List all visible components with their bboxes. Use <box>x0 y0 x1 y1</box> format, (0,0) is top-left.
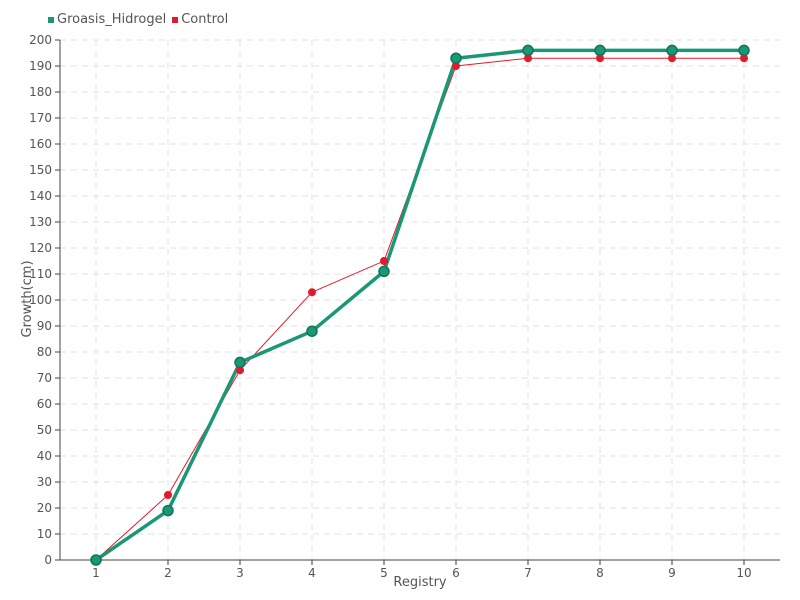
y-tick-label: 100 <box>29 293 52 307</box>
y-tick-label: 60 <box>37 397 52 411</box>
y-tick-label: 50 <box>37 423 52 437</box>
x-tick-label: 9 <box>668 566 676 580</box>
legend-label-groasis-hidrogel: Groasis_Hidrogel <box>57 12 167 27</box>
data-point-control <box>524 54 532 63</box>
y-axis-label: Growth(cm) <box>20 260 35 337</box>
legend-swatch-control <box>172 16 179 23</box>
y-tick-label: 150 <box>29 163 52 177</box>
y-tick-label: 190 <box>29 59 52 73</box>
data-point-control <box>164 491 172 499</box>
x-tick-label: 8 <box>596 566 604 580</box>
y-tick-label: 0 <box>44 553 52 567</box>
y-tick-label: 110 <box>29 267 52 281</box>
data-point-control <box>452 62 460 70</box>
x-tick-label: 2 <box>164 566 172 580</box>
y-tick-label: 130 <box>29 215 52 229</box>
legend-item-control[interactable]: Control <box>172 12 228 27</box>
data-point-control <box>236 366 244 375</box>
legend-label-control: Control <box>181 12 229 27</box>
series-line-groasis-hidrogel <box>95 48 744 562</box>
x-tick-label: 10 <box>736 566 751 580</box>
data-point-control <box>308 288 316 297</box>
data-point-groasis-hidrogel <box>90 554 102 566</box>
legend: Groasis_Hidrogel Control <box>48 12 234 27</box>
x-tick-label: 3 <box>236 566 244 580</box>
x-tick-label: 6 <box>452 566 460 580</box>
y-tick-label: 80 <box>37 345 52 359</box>
data-point-groasis-hidrogel <box>306 325 318 337</box>
axes-layer: 0102030405060708090100110120130140150160… <box>29 33 780 580</box>
data-point-control <box>596 54 604 63</box>
legend-item-groasis-hidrogel[interactable]: Groasis_Hidrogel <box>48 12 166 27</box>
y-tick-label: 180 <box>29 85 52 99</box>
data-point-groasis-hidrogel <box>666 44 678 57</box>
y-tick-label: 120 <box>29 241 52 255</box>
data-point-groasis-hidrogel <box>738 44 750 57</box>
series-layer <box>90 44 750 566</box>
x-tick-label: 5 <box>380 566 388 580</box>
y-tick-label: 20 <box>37 501 52 515</box>
y-tick-label: 200 <box>29 33 52 47</box>
x-tick-label: 1 <box>92 566 100 580</box>
x-tick-label: 7 <box>524 566 532 580</box>
y-tick-label: 170 <box>29 111 52 125</box>
y-tick-label: 140 <box>29 189 52 203</box>
data-point-groasis-hidrogel <box>450 52 462 64</box>
data-point-groasis-hidrogel <box>378 265 390 278</box>
data-point-control <box>380 257 388 265</box>
series-line-control <box>95 57 744 561</box>
grid-layer <box>60 39 780 560</box>
x-axis-label: Registry <box>393 575 447 590</box>
data-point-groasis-hidrogel <box>162 504 174 517</box>
data-point-control <box>740 54 748 63</box>
y-tick-label: 70 <box>37 371 52 385</box>
y-tick-label: 40 <box>37 449 52 463</box>
data-point-groasis-hidrogel <box>522 44 534 57</box>
x-tick-label: 4 <box>308 566 316 580</box>
y-tick-label: 90 <box>37 319 52 333</box>
y-tick-label: 10 <box>37 527 52 541</box>
legend-swatch-groasis-hidrogel <box>48 16 54 23</box>
data-point-groasis-hidrogel <box>234 356 246 369</box>
y-tick-label: 30 <box>37 475 52 489</box>
data-point-groasis-hidrogel <box>594 44 606 57</box>
y-tick-label: 160 <box>29 137 52 151</box>
data-point-control <box>668 54 676 63</box>
